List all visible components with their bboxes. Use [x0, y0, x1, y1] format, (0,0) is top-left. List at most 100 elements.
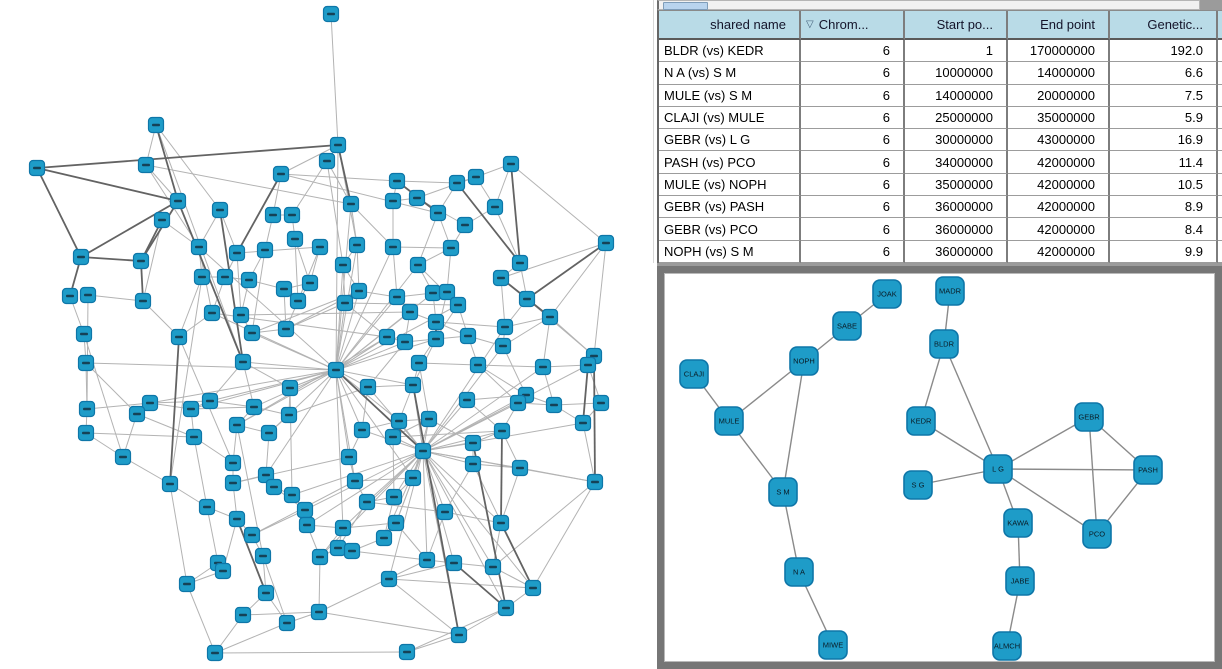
table-cell[interactable]: 25000000 — [905, 106, 1008, 130]
network-node[interactable] — [442, 239, 460, 257]
network-node-MIWE[interactable]: MIWE — [818, 630, 848, 660]
table-cell[interactable]: 6 — [801, 62, 905, 85]
table-cell[interactable]: 6 — [801, 40, 905, 63]
network-node[interactable] — [424, 284, 442, 302]
table-cell[interactable]: 6 — [801, 106, 905, 130]
network-node[interactable] — [256, 241, 274, 259]
network-node[interactable] — [493, 422, 511, 440]
table-cell[interactable] — [1218, 151, 1222, 174]
network-node[interactable] — [509, 394, 527, 412]
network-node[interactable] — [216, 268, 234, 286]
network-node[interactable] — [169, 192, 187, 210]
table-cell[interactable]: 42000000 — [1008, 240, 1110, 263]
network-node[interactable] — [114, 448, 132, 466]
table-cell[interactable]: 9.9 — [1110, 240, 1218, 263]
network-node-SABE[interactable]: SABE — [832, 311, 862, 341]
column-header-shared name[interactable]: shared name — [659, 11, 801, 40]
network-node[interactable] — [408, 189, 426, 207]
network-node[interactable] — [378, 328, 396, 346]
network-node-KAWA[interactable]: KAWA — [1003, 508, 1033, 538]
table-cell[interactable]: N A (vs) S M — [659, 62, 801, 85]
network-node[interactable] — [28, 159, 46, 177]
network-node-JOAK[interactable]: JOAK — [872, 279, 902, 309]
network-node-JABE[interactable]: JABE — [1005, 566, 1035, 596]
network-node[interactable] — [132, 252, 150, 270]
table-row[interactable]: GEBR (vs) PCO 6 36000000 42000000 8.4 — [659, 218, 1222, 241]
network-node[interactable] — [484, 558, 502, 576]
table-row[interactable]: PASH (vs) PCO 6 34000000 42000000 11.4 — [659, 151, 1222, 174]
table-cell[interactable]: 16.9 — [1110, 129, 1218, 152]
table-cell[interactable]: 43000000 — [1008, 129, 1110, 152]
network-node[interactable] — [459, 327, 477, 345]
network-node[interactable] — [586, 473, 604, 491]
network-node[interactable] — [318, 152, 336, 170]
network-node[interactable] — [350, 282, 368, 300]
sub-network-canvas[interactable]: JOAK SABE NOPH CLAJI MULE S M N A MIWE MADR BLDR K… — [665, 274, 1214, 661]
network-node[interactable] — [388, 288, 406, 306]
network-node[interactable] — [182, 400, 200, 418]
network-node[interactable] — [380, 570, 398, 588]
network-node-MADR[interactable]: MADR — [935, 276, 965, 306]
network-node[interactable] — [336, 294, 354, 312]
network-node-PASH[interactable]: PASH — [1133, 455, 1163, 485]
table-row[interactable]: GEBR (vs) L G 6 30000000 43000000 16.9 — [659, 129, 1222, 152]
table-cell[interactable]: 20000000 — [1008, 84, 1110, 107]
network-node[interactable] — [147, 116, 165, 134]
network-node[interactable] — [245, 398, 263, 416]
network-node[interactable] — [534, 358, 552, 376]
table-cell[interactable]: 6.6 — [1110, 62, 1218, 85]
network-node[interactable] — [281, 379, 299, 397]
network-node[interactable] — [438, 283, 456, 301]
network-node[interactable] — [343, 542, 361, 560]
network-node[interactable] — [390, 412, 408, 430]
network-node[interactable] — [429, 204, 447, 222]
network-node[interactable] — [450, 626, 468, 644]
network-node[interactable] — [388, 172, 406, 190]
network-node[interactable] — [257, 466, 275, 484]
table-cell[interactable]: BLDR (vs) KEDR — [659, 40, 801, 63]
network-node[interactable] — [277, 320, 295, 338]
table-cell[interactable] — [1218, 40, 1222, 63]
table-cell[interactable] — [1218, 85, 1222, 107]
network-node[interactable] — [283, 486, 301, 504]
network-node[interactable] — [228, 244, 246, 262]
network-node[interactable] — [275, 280, 293, 298]
network-node[interactable] — [311, 238, 329, 256]
table-horizontal-scrollbar[interactable] — [657, 0, 1200, 10]
table-cell[interactable] — [1218, 241, 1222, 263]
table-cell[interactable]: 6 — [801, 218, 905, 241]
table-cell[interactable]: 8.4 — [1110, 218, 1218, 241]
table-cell[interactable]: 7.5 — [1110, 84, 1218, 107]
network-node[interactable] — [228, 416, 246, 434]
column-header-Start po...[interactable]: Start po... — [905, 11, 1008, 40]
network-node[interactable] — [311, 548, 329, 566]
table-cell[interactable]: 8.9 — [1110, 196, 1218, 219]
network-node[interactable] — [257, 584, 275, 602]
network-node[interactable] — [234, 353, 252, 371]
network-node[interactable] — [329, 136, 347, 154]
table-cell[interactable]: 6 — [801, 151, 905, 174]
network-node-NOPH[interactable]: NOPH — [789, 346, 819, 376]
network-node[interactable] — [193, 268, 211, 286]
network-node[interactable] — [234, 606, 252, 624]
network-node-KEDR[interactable]: KEDR — [906, 406, 936, 436]
table-cell[interactable]: CLAJI (vs) MULE — [659, 106, 801, 130]
network-node[interactable] — [384, 238, 402, 256]
network-node[interactable] — [524, 579, 542, 597]
network-node[interactable] — [254, 547, 272, 565]
network-node[interactable] — [334, 256, 352, 274]
table-cell[interactable]: 5.9 — [1110, 106, 1218, 130]
network-node[interactable] — [72, 248, 90, 266]
table-cell[interactable]: PASH (vs) PCO — [659, 151, 801, 174]
table-cell[interactable] — [1218, 62, 1222, 85]
network-node[interactable] — [496, 318, 514, 336]
table-cell[interactable]: NOPH (vs) S M — [659, 240, 801, 263]
table-cell[interactable]: MULE (vs) S M — [659, 84, 801, 107]
network-node[interactable] — [492, 269, 510, 287]
network-node[interactable] — [206, 644, 224, 662]
network-node[interactable] — [396, 333, 414, 351]
network-node[interactable] — [272, 165, 290, 183]
network-node[interactable] — [469, 356, 487, 374]
network-node[interactable] — [153, 211, 171, 229]
network-node[interactable] — [545, 396, 563, 414]
